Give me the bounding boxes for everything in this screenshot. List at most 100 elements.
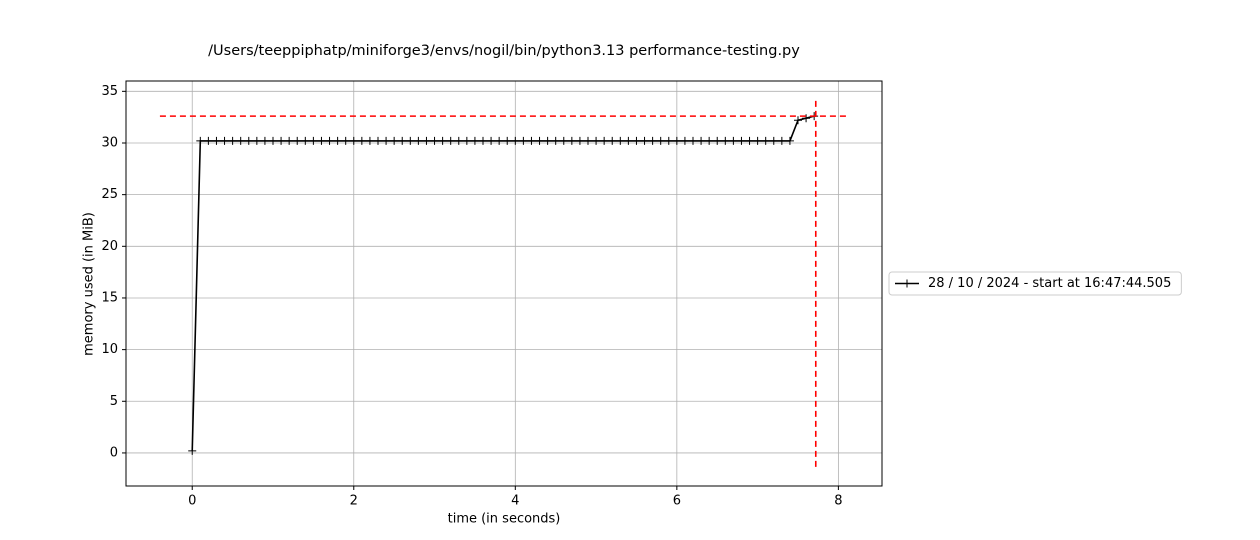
x-axis-label: time (in seconds) — [448, 512, 561, 527]
point-marker — [470, 136, 479, 145]
legend-box — [888, 271, 1182, 296]
point-marker — [236, 136, 245, 145]
point-marker — [341, 136, 350, 145]
point-marker — [277, 136, 286, 145]
point-marker — [640, 136, 649, 145]
point-marker — [220, 136, 229, 145]
point-marker — [293, 136, 302, 145]
point-marker — [559, 136, 568, 145]
point-marker — [713, 136, 722, 145]
point-marker — [260, 136, 269, 145]
y-tick-label: 25 — [101, 187, 118, 202]
point-marker — [802, 114, 811, 123]
point-marker — [406, 136, 415, 145]
point-marker — [511, 136, 520, 145]
point-marker — [382, 136, 391, 145]
point-marker — [721, 136, 730, 145]
point-marker — [697, 136, 706, 145]
point-marker — [414, 136, 423, 145]
point-marker — [446, 136, 455, 145]
y-tick-label: 5 — [110, 394, 118, 409]
legend-label: 28 / 10 / 2024 - start at 16:47:44.505 — [928, 276, 1171, 291]
point-marker — [551, 136, 560, 145]
chart-title: /Users/teeppiphatp/miniforge3/envs/nogil… — [208, 43, 800, 59]
point-marker — [487, 136, 496, 145]
x-tick-label: 6 — [673, 494, 681, 509]
point-marker — [317, 136, 326, 145]
point-marker — [228, 136, 237, 145]
point-marker — [794, 116, 802, 125]
point-marker — [390, 136, 399, 145]
point-marker — [398, 136, 407, 145]
point-marker — [244, 136, 253, 145]
axes-frame — [125, 80, 883, 487]
point-marker — [777, 136, 786, 145]
point-marker — [285, 136, 294, 145]
point-marker — [479, 136, 487, 145]
point-marker — [188, 446, 197, 455]
point-marker — [575, 136, 584, 145]
x-tick-label: 4 — [511, 494, 519, 509]
point-marker — [616, 136, 625, 145]
y-axis-label: memory used (in MiB) — [82, 212, 97, 356]
x-tick-label: 8 — [834, 494, 842, 509]
point-marker — [689, 136, 697, 145]
point-marker — [785, 136, 794, 145]
point-marker — [374, 136, 382, 145]
point-marker — [357, 136, 366, 145]
point-marker — [745, 136, 754, 145]
y-tick-label: 10 — [101, 342, 118, 357]
point-marker — [584, 136, 592, 145]
point-marker — [309, 136, 318, 145]
point-marker — [737, 136, 746, 145]
point-marker — [753, 136, 762, 145]
point-marker — [349, 136, 358, 145]
point-marker — [527, 136, 536, 145]
point-marker — [503, 136, 512, 145]
point-marker — [705, 136, 714, 145]
point-marker — [648, 136, 657, 145]
point-marker — [301, 136, 310, 145]
y-tick-label: 15 — [101, 290, 118, 305]
point-marker — [680, 136, 689, 145]
point-marker — [632, 136, 641, 145]
point-marker — [196, 136, 205, 145]
legend: 28 / 10 / 2024 - start at 16:47:44.505 — [888, 271, 1182, 296]
series-line — [191, 115, 815, 451]
point-marker — [438, 136, 447, 145]
point-marker — [325, 136, 334, 145]
point-marker — [761, 136, 770, 145]
point-marker — [567, 136, 576, 145]
point-marker — [592, 136, 601, 145]
y-tick-label: 0 — [110, 445, 118, 460]
point-marker — [519, 136, 528, 145]
point-marker — [656, 136, 665, 145]
point-marker — [365, 136, 374, 145]
y-tick-label: 35 — [101, 84, 118, 99]
legend-marker — [903, 279, 911, 288]
x-tick-label: 2 — [350, 494, 358, 509]
y-tick-label: 30 — [101, 135, 118, 150]
point-marker — [269, 136, 277, 145]
point-marker — [769, 136, 778, 145]
point-marker — [729, 136, 738, 145]
point-marker — [212, 136, 221, 145]
point-marker — [600, 136, 609, 145]
point-marker — [422, 136, 431, 145]
point-marker — [430, 136, 439, 145]
y-tick-label: 20 — [101, 239, 118, 254]
point-marker — [672, 136, 681, 145]
point-marker — [333, 136, 342, 145]
point-marker — [608, 136, 617, 145]
point-marker — [495, 136, 504, 145]
x-tick-label: 0 — [188, 494, 196, 509]
point-marker — [624, 136, 633, 145]
point-marker — [543, 136, 552, 145]
point-marker — [454, 136, 463, 145]
point-marker — [664, 136, 673, 145]
point-marker — [252, 136, 261, 145]
point-marker — [535, 136, 544, 145]
point-marker — [204, 136, 213, 145]
